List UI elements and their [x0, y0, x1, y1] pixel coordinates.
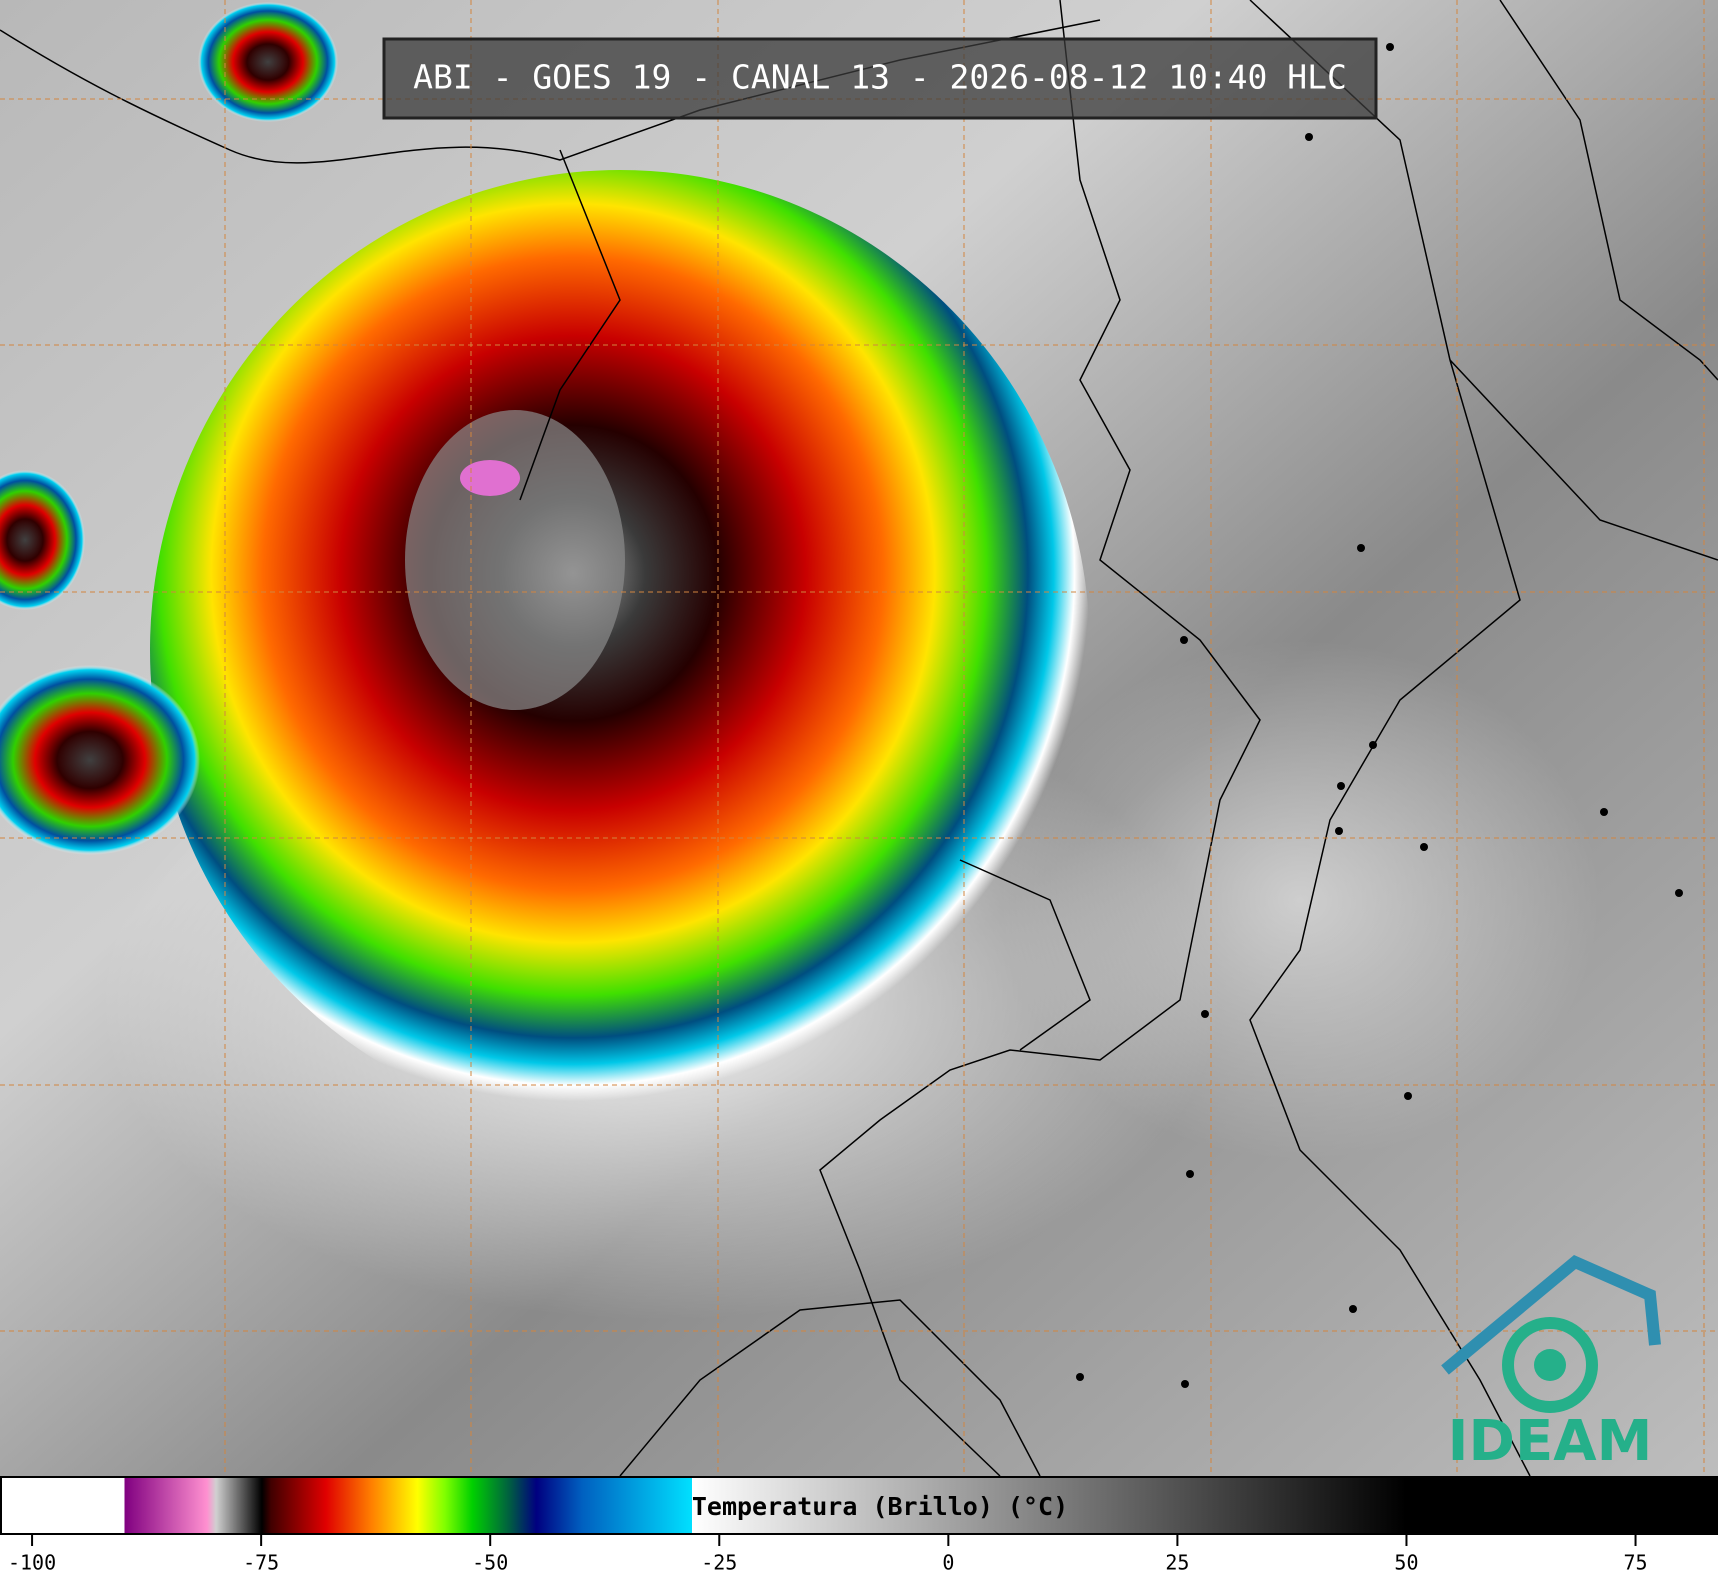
logo-eye: [1534, 1349, 1566, 1381]
city: [1186, 1170, 1194, 1178]
coastline: [959, 859, 1091, 1051]
tick-label: -50: [472, 1551, 508, 1575]
coastline: [0, 19, 1101, 164]
logo-swirl: [1502, 1317, 1598, 1413]
tick-label: 50: [1394, 1551, 1418, 1575]
tick-label: 75: [1623, 1551, 1647, 1575]
city: [1404, 1092, 1412, 1100]
tick-label: 25: [1165, 1551, 1189, 1575]
city: [1335, 827, 1343, 835]
colorbar-ticks: -100 -75 -50 -25 0 25 50 75: [8, 1534, 1648, 1575]
city: [1420, 843, 1428, 851]
city: [1386, 43, 1394, 51]
logo-mountain: [1441, 1255, 1661, 1375]
title-box: [382, 37, 1378, 120]
city: [1337, 782, 1345, 790]
colorbar: [0, 1476, 1718, 1535]
city: [1675, 889, 1683, 897]
cloud-haze: [1000, 640, 1600, 1160]
tick-label: 0: [942, 1551, 954, 1575]
colorbar-label: Temperatura (Brillo) (°C): [692, 1492, 1068, 1521]
storm-core: [405, 410, 625, 710]
border: [1499, 0, 1718, 381]
city: [1180, 636, 1188, 644]
city: [1369, 741, 1377, 749]
coastline: [619, 1299, 1041, 1477]
city: [1600, 808, 1608, 816]
city: [1181, 1380, 1189, 1388]
border: [819, 0, 1261, 1477]
city: [1201, 1010, 1209, 1018]
tick-label: -75: [243, 1551, 279, 1575]
storm-cell: [0, 470, 85, 610]
cities: [1076, 43, 1683, 1388]
city: [1076, 1373, 1084, 1381]
city: [1357, 544, 1365, 552]
storm-cell: [0, 665, 200, 855]
storm-cell: [198, 2, 338, 122]
storm-cluster: [150, 170, 1090, 1130]
coldest-tops: [460, 460, 520, 496]
logo-text: IDEAM: [1448, 1409, 1653, 1474]
logo: IDEAM: [1441, 1255, 1661, 1474]
tick-label: -25: [701, 1551, 737, 1575]
tick-label: -100: [8, 1551, 56, 1575]
border: [1449, 359, 1718, 561]
title: ABI - GOES 19 - CANAL 13 - 2026-08-12 10…: [413, 58, 1347, 97]
city: [1305, 133, 1313, 141]
border: [1249, 0, 1531, 1477]
city: [1349, 1305, 1357, 1313]
